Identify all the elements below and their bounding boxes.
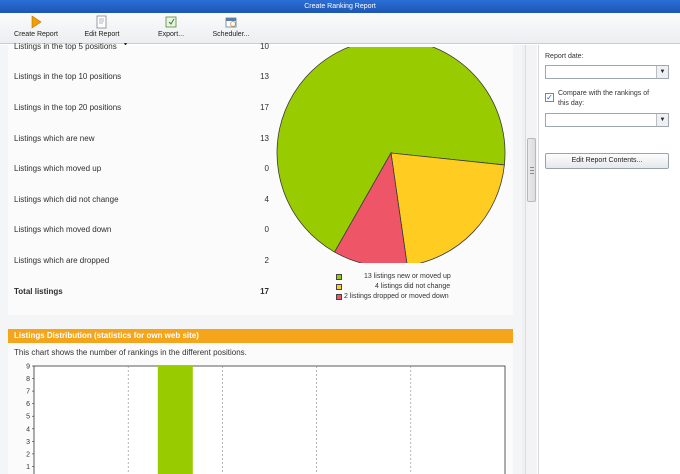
toolbar: Create Report Edit Report ▾ Export... Sc… — [0, 13, 680, 48]
summary-row-value: 13 — [260, 72, 269, 81]
y-tick-label: 1 — [26, 464, 30, 471]
scrollbar-grip — [530, 173, 534, 174]
summary-row: Listings in the top 10 positions 13 — [14, 72, 269, 86]
summary-row: Listings which are dropped 2 — [14, 256, 269, 270]
summary-row-label: Listings in the top 20 positions — [14, 103, 122, 112]
summary-row: Listings in the top 5 positions 10 — [14, 42, 269, 56]
y-tick-label: 9 — [26, 364, 30, 371]
ranking-pie-chart — [276, 47, 506, 263]
summary-row: Listings which moved down 0 — [14, 225, 269, 239]
summary-row-label: Total listings — [14, 287, 63, 296]
summary-row-value: 10 — [260, 42, 269, 51]
plot-area — [33, 365, 506, 474]
summary-row-label: Listings which did not change — [14, 195, 119, 204]
pie-slice-unchanged — [390, 152, 505, 263]
summary-row: Listings in the top 20 positions 17 — [14, 103, 269, 117]
scheduler-icon — [225, 17, 237, 28]
summary-row-value: 13 — [260, 134, 269, 143]
summary-row-value: 0 — [264, 164, 269, 173]
legend-swatch-green — [336, 274, 342, 280]
summary-row-label: Listings which are new — [14, 134, 95, 143]
scrollbar-thumb[interactable] — [527, 138, 536, 202]
summary-row-label: Listings in the top 5 positions — [14, 42, 117, 51]
dropdown-arrow-icon[interactable]: ▼ — [656, 66, 668, 78]
legend-label: 13 listings new or moved up — [364, 273, 451, 280]
scheduler-button[interactable]: Scheduler... — [208, 15, 254, 43]
summary-row: Listings which are new 13 — [14, 134, 269, 148]
export-icon — [165, 16, 177, 28]
window-title: Create Ranking Report — [304, 3, 376, 10]
y-tick-label: 7 — [26, 389, 30, 396]
pie-slice-dropped — [334, 151, 408, 263]
report-content-area: Listings in the top 5 positions 10 Listi… — [0, 42, 522, 474]
summary-row-value: 17 — [260, 287, 269, 296]
y-tick-label: 4 — [26, 426, 30, 433]
summary-row-value: 17 — [260, 103, 269, 112]
play-icon — [31, 15, 42, 29]
report-date-label: Report date: — [545, 53, 584, 60]
scheduler-label: Scheduler... — [212, 31, 250, 38]
ranking-summary-panel: Listings in the top 5 positions 10 Listi… — [8, 42, 513, 315]
summary-row-label: Listings in the top 10 positions — [14, 72, 122, 81]
summary-row: Listings which moved up 0 — [14, 164, 269, 178]
y-tick-label: 5 — [26, 414, 30, 421]
distribution-description: This chart shows the number of rankings … — [14, 348, 247, 357]
legend-label: 4 listings did not change — [375, 283, 451, 290]
pie-slice-new-or-moved-up — [276, 47, 506, 253]
compare-label-line2: this day: — [558, 100, 585, 107]
distribution-bar — [157, 366, 193, 474]
distribution-bar-chart: 1 2 3 4 5 6 7 8 9 — [26, 364, 506, 474]
distribution-panel: This chart shows the number of rankings … — [8, 343, 513, 474]
compare-checkbox[interactable]: ✓ — [545, 93, 554, 102]
summary-row-value: 4 — [264, 195, 269, 204]
compare-date-dropdown[interactable]: ▼ — [545, 113, 669, 127]
scrollbar-grip — [530, 167, 534, 168]
summary-row-value: 2 — [264, 256, 269, 265]
window-title-bar: Create Ranking Report — [0, 0, 680, 13]
summary-row-label: Listings which are dropped — [14, 256, 110, 265]
export-label: Export... — [157, 31, 185, 38]
y-tick-label: 6 — [26, 401, 30, 408]
legend-label: 2 listings dropped or moved down — [344, 293, 449, 300]
create-report-button[interactable]: Create Report — [10, 15, 62, 43]
summary-row: Listings which did not change 4 — [14, 195, 269, 209]
vertical-scrollbar[interactable] — [525, 45, 537, 474]
distribution-title: Listings Distribution (statistics for ow… — [14, 331, 199, 340]
create-report-label: Create Report — [14, 31, 58, 38]
legend-swatch-red — [336, 294, 342, 300]
edit-report-contents-label: Edit Report Contents... — [571, 157, 643, 164]
edit-report-label: Edit Report — [84, 31, 120, 38]
dropdown-arrow-icon[interactable]: ▼ — [656, 114, 668, 126]
summary-row-value: 0 — [264, 225, 269, 234]
edit-report-icon — [96, 15, 107, 29]
edit-report-button[interactable]: Edit Report — [80, 15, 124, 43]
scrollbar-grip — [530, 170, 534, 171]
report-date-dropdown[interactable]: ▼ — [545, 65, 669, 79]
y-tick-label: 8 — [26, 376, 30, 383]
summary-total-row: Total listings 17 — [14, 287, 269, 301]
distribution-panel-header: Listings Distribution (statistics for ow… — [8, 329, 513, 343]
y-tick-label: 3 — [26, 439, 30, 446]
summary-row-label: Listings which moved down — [14, 225, 112, 234]
export-button[interactable]: Export... — [150, 15, 192, 43]
edit-report-contents-button[interactable]: Edit Report Contents... — [545, 153, 669, 169]
report-options-sidebar: Report date: ▼ ✓ Compare with the rankin… — [538, 45, 680, 474]
y-tick-label: 2 — [26, 451, 30, 458]
legend-swatch-yellow — [336, 284, 342, 290]
compare-label-line1: Compare with the rankings of — [558, 90, 650, 97]
summary-row-label: Listings which moved up — [14, 164, 102, 173]
